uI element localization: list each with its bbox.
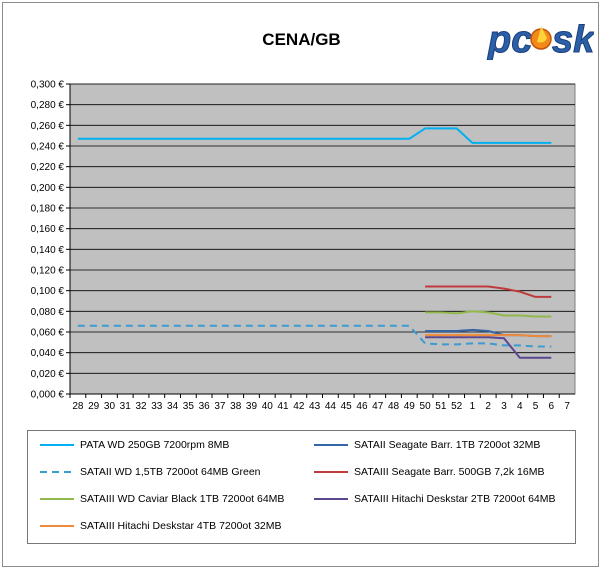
y-axis-ticks: 0,000 € 0,020 € 0,040 € 0,060 € 0,080 € 0,100… [31, 80, 71, 401]
legend-label: SATAIII WD Caviar Black 1TB 7200ot 64MB [80, 493, 285, 505]
series-line-1 [77, 127, 552, 144]
x-tick-label: 44 [325, 401, 337, 412]
x-axis-ticks: 28 29 30 31 32 33 34 35 36 37 38 39 40 41 42 43 44 45 46 47… [69, 393, 575, 412]
x-tick-label: 36 [199, 401, 211, 412]
legend-item-1: PATA WD 250GB 7200rpm 8MB [40, 439, 229, 451]
x-tick-label: 39 [246, 401, 258, 412]
x-tick-label: 33 [151, 401, 163, 412]
x-tick-label: 6 [549, 401, 555, 412]
x-tick-label: 1 [470, 401, 476, 412]
chart-legend: PATA WD 250GB 7200rpm 8MB SATAII WD 1,5TB… [27, 430, 576, 544]
chart-title: CENA/GB [262, 30, 341, 49]
x-tick-label: 52 [451, 401, 463, 412]
x-tick-label: 3 [501, 401, 507, 412]
x-tick-label: 51 [435, 401, 447, 412]
y-tick-label: 0,280 € [31, 100, 65, 111]
x-tick-label: 30 [104, 401, 116, 412]
x-tick-label: 43 [309, 401, 321, 412]
x-tick-label: 50 [420, 401, 432, 412]
x-tick-label: 7 [564, 401, 570, 412]
y-tick-label: 0,120 € [31, 266, 65, 277]
y-tick-label: 0,160 € [31, 224, 65, 235]
series-line-4 [425, 285, 552, 298]
legend-label: SATAIII Seagate Barr. 500GB 7,2k 16MB [354, 466, 545, 478]
series-line-3 [77, 324, 552, 348]
y-tick-label: 0,060 € [31, 328, 65, 339]
x-tick-label: 46 [356, 401, 368, 412]
x-tick-label: 40 [262, 401, 274, 412]
legend-item-2: SATAII Seagate Barr. 1TB 7200ot 32MB [314, 439, 540, 451]
plot-area [69, 83, 576, 395]
y-tick-label: 0,140 € [31, 245, 65, 256]
y-tick-label: 0,040 € [31, 348, 65, 359]
y-tick-label: 0,220 € [31, 162, 65, 173]
series-line-7 [425, 334, 552, 338]
legend-item-7: SATAIII Hitachi Deskstar 4TB 7200ot 32MB [40, 520, 282, 532]
legend-swatch [314, 471, 348, 474]
pcosk-logo: pc sk [487, 19, 595, 61]
y-tick-label: 0,300 € [31, 80, 65, 91]
x-tick-label: 42 [293, 401, 305, 412]
x-tick-label: 29 [88, 401, 100, 412]
x-tick-label: 45 [341, 401, 353, 412]
x-tick-label: 38 [230, 401, 242, 412]
legend-swatch [314, 498, 348, 501]
x-tick-label: 48 [388, 401, 400, 412]
legend-swatch [40, 444, 74, 447]
plot-background [69, 83, 576, 395]
legend-item-5: SATAIII WD Caviar Black 1TB 7200ot 64MB [40, 493, 284, 505]
legend-label: SATAII Seagate Barr. 1TB 7200ot 32MB [354, 439, 541, 451]
y-tick-label: 0,240 € [31, 142, 65, 153]
legend-swatch [314, 444, 348, 447]
y-tick-label: 0,180 € [31, 204, 65, 215]
legend-label: SATAIII Hitachi Deskstar 4TB 7200ot 32MB [80, 520, 282, 532]
x-tick-label: 47 [372, 401, 384, 412]
line-chart: 0,000 € 0,020 € 0,040 € 0,060 € 0,080 € 0,100… [31, 80, 576, 412]
y-tick-label: 0,020 € [31, 369, 65, 380]
series-line-6 [425, 336, 552, 359]
legend-item-4: SATAIII Seagate Barr. 500GB 7,2k 16MB [314, 466, 544, 478]
x-tick-label: 4 [517, 401, 523, 412]
x-tick-label: 49 [404, 401, 416, 412]
legend-label: SATAII WD 1,5TB 7200ot 64MB Green [80, 466, 261, 478]
series-line-5 [425, 310, 552, 318]
y-tick-label: 0,080 € [31, 307, 65, 318]
legend-swatch [40, 525, 74, 528]
x-tick-label: 41 [277, 401, 289, 412]
y-tick-label: 0,260 € [31, 121, 65, 132]
y-tick-label: 0,100 € [31, 286, 65, 297]
legend-item-3: SATAII WD 1,5TB 7200ot 64MB Green [40, 466, 261, 478]
series-lines [77, 127, 552, 359]
x-tick-label: 31 [120, 401, 132, 412]
legend-label: SATAIII Hitachi Deskstar 2TB 7200ot 64MB [354, 493, 556, 505]
x-tick-label: 32 [135, 401, 147, 412]
legend-item-6: SATAIII Hitachi Deskstar 2TB 7200ot 64MB [314, 493, 556, 505]
legend-swatch [40, 498, 74, 501]
y-tick-label: 0,200 € [31, 183, 65, 194]
x-tick-label: 28 [72, 401, 84, 412]
x-tick-label: 35 [183, 401, 195, 412]
x-tick-label: 2 [485, 401, 491, 412]
legend-swatch [40, 471, 74, 474]
x-tick-label: 5 [533, 401, 539, 412]
y-tick-label: 0,000 € [31, 390, 65, 401]
legend-label: PATA WD 250GB 7200rpm 8MB [80, 439, 230, 451]
svg-text:pc: pc [487, 19, 532, 60]
x-tick-label: 37 [214, 401, 226, 412]
x-tick-label: 34 [167, 401, 179, 412]
svg-text:sk: sk [552, 19, 594, 60]
